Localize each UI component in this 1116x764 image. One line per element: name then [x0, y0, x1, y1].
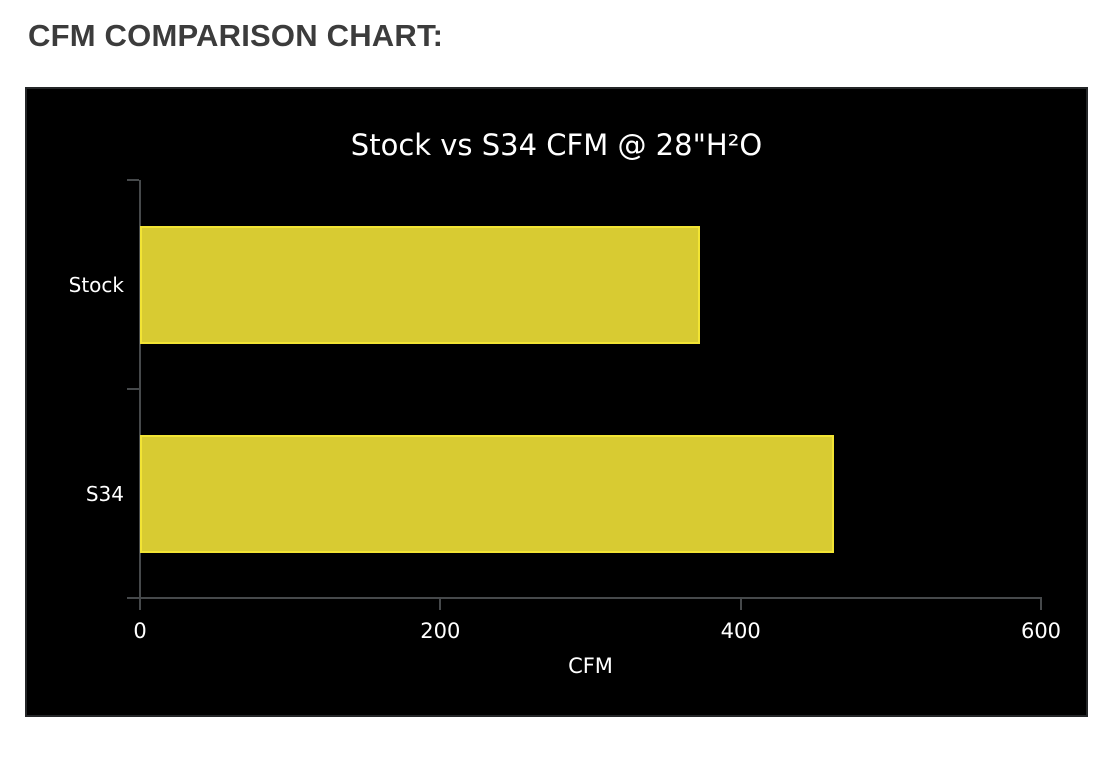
x-axis-line	[139, 597, 1042, 599]
x-axis-tick	[1040, 599, 1042, 610]
x-axis-tick-label: 600	[1020, 619, 1062, 643]
y-axis-line	[139, 180, 141, 600]
bar-s34	[140, 434, 834, 553]
x-axis-tick-label: 400	[720, 619, 761, 643]
y-axis-tick	[127, 597, 139, 599]
page-title: CFM COMPARISON CHART:	[28, 18, 444, 53]
x-axis-tick-label: 200	[420, 619, 461, 643]
bar-stock	[140, 225, 701, 344]
x-axis-tick	[739, 599, 742, 610]
chart-title: Stock vs S34 CFM @ 28"H²O	[350, 128, 763, 162]
x-axis-tick	[439, 599, 442, 610]
x-axis-label: CFM	[568, 654, 613, 678]
x-axis-tick	[139, 599, 141, 610]
y-axis-tick	[127, 388, 139, 390]
y-category-label: S34	[85, 481, 124, 506]
plot-area: Stock S34 0 200 400 600	[69, 179, 1061, 643]
y-axis-tick	[127, 179, 139, 181]
y-category-label: Stock	[68, 272, 124, 297]
x-axis-tick-label: 0	[133, 619, 147, 643]
cfm-comparison-chart: Stock vs S34 CFM @ 28"H²O Stock S34 0 200 40…	[25, 87, 1088, 717]
